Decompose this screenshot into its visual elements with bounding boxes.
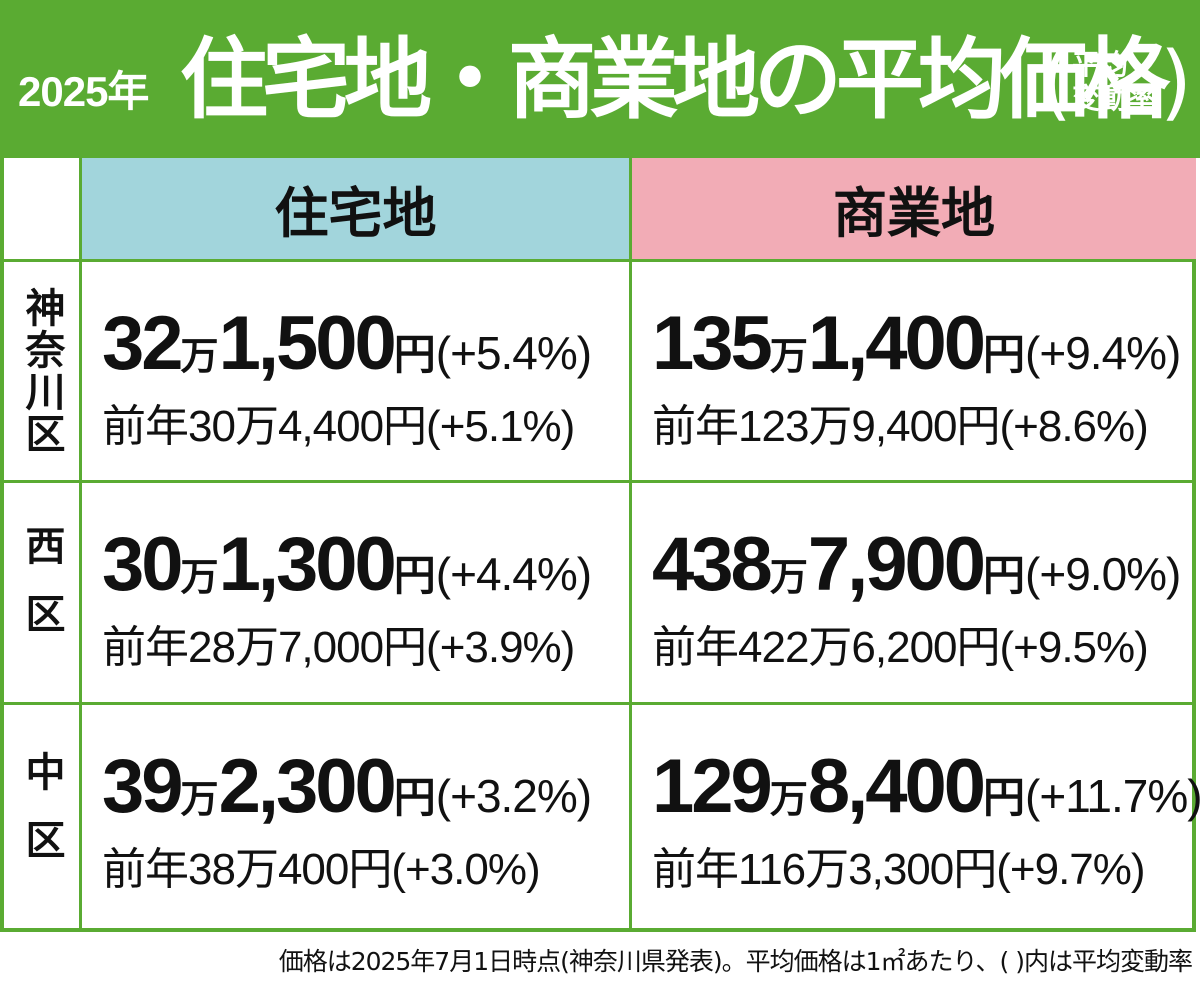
footnote: 価格は2025年7月1日時点(神奈川県発表)。平均価格は1㎡あたり、( )内は平…	[278, 947, 1193, 976]
table-row-cell-residential: 32万1,500円(+5.4%) 前年30万4,400円(+5.1%)	[82, 262, 632, 483]
table-row-cell-commercial: 135万1,400円(+9.4%) 前年123万9,400円(+8.6%)	[632, 262, 1196, 483]
row-label-kanagawa: 神奈川区	[4, 262, 82, 483]
corner-cell	[4, 158, 82, 262]
table-row-cell-residential: 39万2,300円(+3.2%) 前年38万400円(+3.0%)	[82, 705, 632, 932]
previous-price: 前年116万3,300円(+9.7%)	[652, 845, 1146, 894]
column-header-residential: 住宅地	[82, 158, 632, 262]
previous-price: 前年123万9,400円(+8.6%)	[652, 402, 1149, 451]
table-row-cell-commercial: 438万7,900円(+9.0%) 前年422万6,200円(+9.5%)	[632, 483, 1196, 705]
row-label-nishi: 西区	[4, 483, 82, 705]
current-price: 438万7,900円(+9.0%)	[652, 522, 1181, 607]
column-header-commercial: 商業地	[632, 158, 1196, 262]
current-price: 30万1,300円(+4.4%)	[102, 522, 592, 607]
current-price: 135万1,400円(+9.4%)	[652, 301, 1181, 386]
title-banner: 2025年 住宅地・商業地の平均価格 ( 平均 変動率 )	[0, 0, 1200, 158]
table-row-cell-residential: 30万1,300円(+4.4%) 前年28万7,000円(+3.9%)	[82, 483, 632, 705]
year-label: 2025年	[18, 68, 149, 115]
row-label-naka: 中区	[4, 705, 82, 932]
previous-price: 前年422万6,200円(+9.5%)	[652, 623, 1149, 672]
subtitle: 平均 変動率	[1072, 48, 1157, 115]
previous-price: 前年38万400円(+3.0%)	[102, 845, 541, 894]
table-row-cell-commercial: 129万8,400円(+11.7%) 前年116万3,300円(+9.7%)	[632, 705, 1200, 932]
price-table: 住宅地 商業地 神奈川区 32万1,500円(+5.4%) 前年30万4,400…	[0, 158, 1200, 932]
paren-open: (	[1040, 35, 1072, 130]
paren-close: )	[1160, 35, 1192, 130]
previous-price: 前年30万4,400円(+5.1%)	[102, 402, 575, 451]
page-title: 住宅地・商業地の平均価格	[180, 28, 1170, 131]
current-price: 32万1,500円(+5.4%)	[102, 301, 592, 386]
current-price: 129万8,400円(+11.7%)	[652, 744, 1200, 829]
previous-price: 前年28万7,000円(+3.9%)	[102, 623, 575, 672]
current-price: 39万2,300円(+3.2%)	[102, 744, 592, 829]
